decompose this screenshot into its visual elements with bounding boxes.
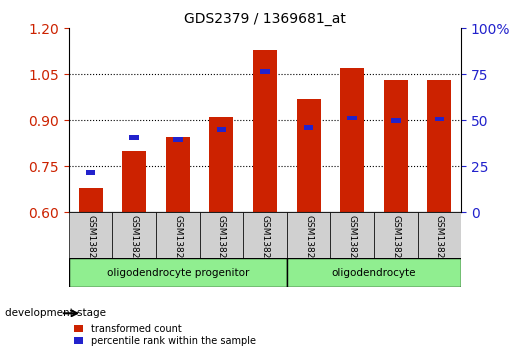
Bar	[330, 212, 374, 258]
Bar	[304, 125, 313, 130]
Text: GSM138219: GSM138219	[130, 215, 139, 270]
Text: oligodendrocyte: oligodendrocyte	[332, 268, 416, 278]
Bar	[79, 188, 103, 212]
Bar	[69, 258, 287, 287]
Bar	[391, 118, 401, 123]
Bar	[418, 212, 461, 258]
Bar	[435, 116, 444, 121]
Bar	[287, 212, 330, 258]
Bar	[166, 137, 190, 212]
Bar	[69, 212, 112, 258]
Bar	[173, 137, 183, 142]
Text: GSM138218: GSM138218	[86, 215, 95, 270]
Bar	[243, 212, 287, 258]
Legend: transformed count, percentile rank within the sample: transformed count, percentile rank withi…	[74, 324, 257, 346]
Bar	[287, 258, 461, 287]
Bar	[374, 212, 418, 258]
Title: GDS2379 / 1369681_at: GDS2379 / 1369681_at	[184, 12, 346, 26]
Bar	[427, 80, 452, 212]
Bar	[253, 50, 277, 212]
Text: GSM138224: GSM138224	[348, 215, 357, 269]
Bar	[217, 127, 226, 132]
Bar	[297, 99, 321, 212]
Text: GSM138223: GSM138223	[304, 215, 313, 269]
Bar	[86, 170, 95, 175]
Text: GSM138221: GSM138221	[217, 215, 226, 269]
Bar	[200, 212, 243, 258]
Bar	[384, 80, 408, 212]
Text: GSM138222: GSM138222	[261, 215, 269, 269]
Bar	[156, 212, 200, 258]
Text: GSM138225: GSM138225	[391, 215, 400, 269]
Text: oligodendrocyte progenitor: oligodendrocyte progenitor	[107, 268, 249, 278]
Bar	[129, 135, 139, 139]
Bar	[122, 151, 146, 212]
Bar	[347, 116, 357, 120]
Bar	[209, 117, 233, 212]
Text: development stage: development stage	[5, 308, 107, 318]
Text: GSM138220: GSM138220	[173, 215, 182, 269]
Text: GSM138229: GSM138229	[435, 215, 444, 269]
Bar	[260, 69, 270, 74]
Bar	[340, 68, 364, 212]
Bar	[112, 212, 156, 258]
